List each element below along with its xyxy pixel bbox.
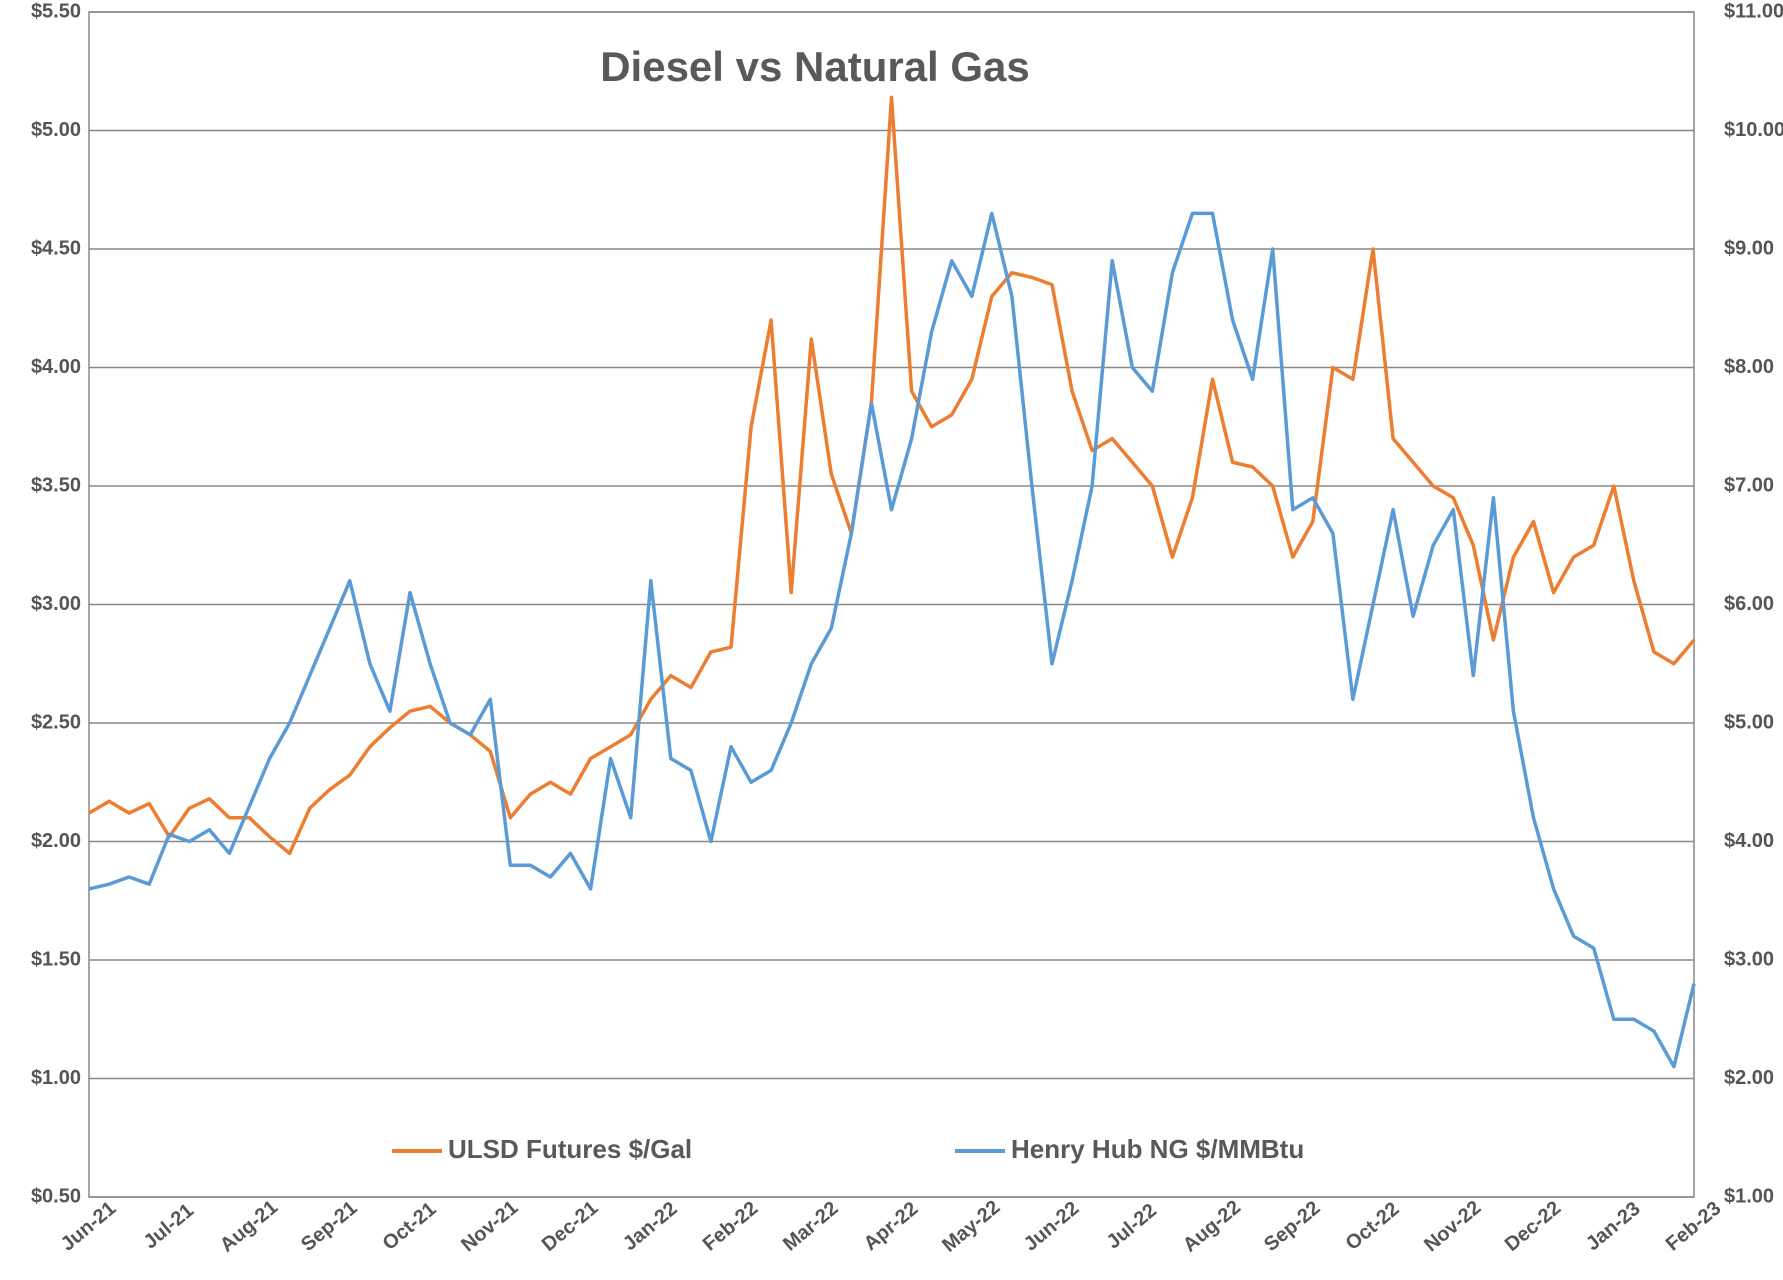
x-tick-label: Jan-23 — [1582, 1198, 1645, 1256]
y-tick-label: $5.50 — [31, 0, 81, 22]
series-line — [88, 211, 1696, 1069]
chart-title: Diesel vs Natural Gas — [600, 43, 1030, 90]
y-tick-label: $4.00 — [31, 356, 81, 378]
y-tick-label: $0.50 — [31, 1185, 81, 1207]
y-tick-label: $3.00 — [31, 593, 81, 615]
y-tick-label: $2.00 — [31, 830, 81, 852]
legend-label: Henry Hub NG $/MMBtu — [1011, 1134, 1304, 1164]
x-tick-label: Aug-22 — [1179, 1196, 1245, 1256]
x-tick-label: Feb-22 — [699, 1197, 763, 1255]
x-tick-label: Jul-22 — [1103, 1199, 1161, 1253]
y2-tick-label: $8.00 — [1724, 356, 1774, 378]
x-tick-label: Sep-22 — [1260, 1197, 1324, 1256]
y-tick-label: $4.50 — [31, 237, 81, 259]
y-tick-label: $2.50 — [31, 711, 81, 733]
y2-tick-label: $10.00 — [1724, 119, 1783, 141]
y2-tick-label: $7.00 — [1724, 474, 1774, 496]
x-tick-label: Dec-21 — [538, 1197, 602, 1256]
x-tick-label: Dec-22 — [1501, 1197, 1565, 1256]
x-tick-label: Nov-21 — [457, 1197, 522, 1257]
series-line — [88, 95, 1696, 856]
y2-tick-label: $2.00 — [1724, 1067, 1774, 1089]
x-tick-label: Oct-22 — [1342, 1198, 1404, 1255]
y-tick-label: $1.00 — [31, 1067, 81, 1089]
x-tick-label: Apr-22 — [860, 1198, 923, 1256]
x-tick-label: Jun-22 — [1020, 1197, 1084, 1255]
x-tick-label: Nov-22 — [1420, 1197, 1485, 1257]
y-tick-label: $3.50 — [31, 474, 81, 496]
y2-tick-label: $4.00 — [1724, 830, 1774, 852]
x-tick-label: Jan-22 — [619, 1198, 682, 1256]
y2-tick-label: $1.00 — [1724, 1185, 1774, 1207]
x-tick-label: Mar-22 — [779, 1197, 843, 1255]
x-tick-label: Oct-21 — [379, 1198, 441, 1255]
y2-tick-label: $3.00 — [1724, 948, 1774, 970]
x-tick-label: Feb-23 — [1662, 1197, 1726, 1255]
y2-tick-label: $6.00 — [1724, 593, 1774, 615]
y-tick-label: $5.00 — [31, 119, 81, 141]
y2-tick-label: $5.00 — [1724, 711, 1774, 733]
y2-tick-label: $11.00 — [1724, 0, 1783, 22]
y2-tick-label: $9.00 — [1724, 237, 1774, 259]
x-tick-label: Sep-21 — [297, 1197, 361, 1256]
legend-label: ULSD Futures $/Gal — [448, 1134, 692, 1164]
x-tick-label: Aug-21 — [216, 1196, 282, 1256]
y-tick-label: $1.50 — [31, 948, 81, 970]
x-tick-label: May-22 — [938, 1196, 1004, 1256]
x-tick-label: Jul-21 — [140, 1199, 198, 1253]
